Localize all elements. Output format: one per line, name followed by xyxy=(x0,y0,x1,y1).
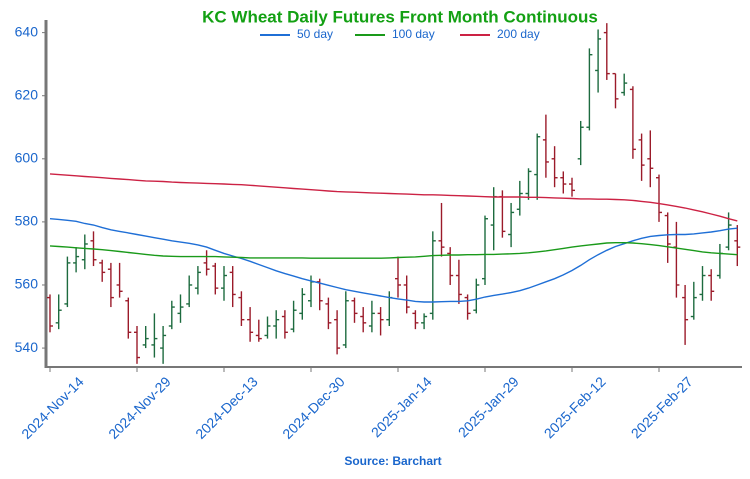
x-tick-label: 2025-Feb-12 xyxy=(541,373,609,441)
x-tick-label: 2025-Feb-27 xyxy=(628,373,696,441)
x-tick-label: 2025-Jan-14 xyxy=(368,373,435,440)
chart-title: KC Wheat Daily Futures Front Month Conti… xyxy=(202,7,598,26)
y-tick-label: 640 xyxy=(15,23,39,39)
moving-average-line xyxy=(49,218,738,303)
y-tick-label: 540 xyxy=(15,339,39,355)
moving-average-line xyxy=(49,173,738,222)
y-tick-label: 620 xyxy=(15,86,39,102)
x-tick-label: 2024-Nov-14 xyxy=(18,373,87,442)
source: Source: Barchart xyxy=(344,454,441,468)
y-tick-label: 560 xyxy=(15,276,39,292)
legend-label: 200 day xyxy=(497,27,540,41)
legend-label: 100 day xyxy=(392,27,435,41)
y-tick-label: 600 xyxy=(15,150,39,166)
moving-average-line xyxy=(49,242,738,259)
y-tick-label: 580 xyxy=(15,213,39,229)
x-tick-label: 2024-Dec-30 xyxy=(279,373,348,442)
legend-label: 50 day xyxy=(297,27,333,41)
x-tick-label: 2024-Nov-29 xyxy=(105,373,174,442)
x-tick-label: 2024-Dec-13 xyxy=(192,373,261,442)
x-tick-label: 2025-Jan-29 xyxy=(455,373,522,440)
